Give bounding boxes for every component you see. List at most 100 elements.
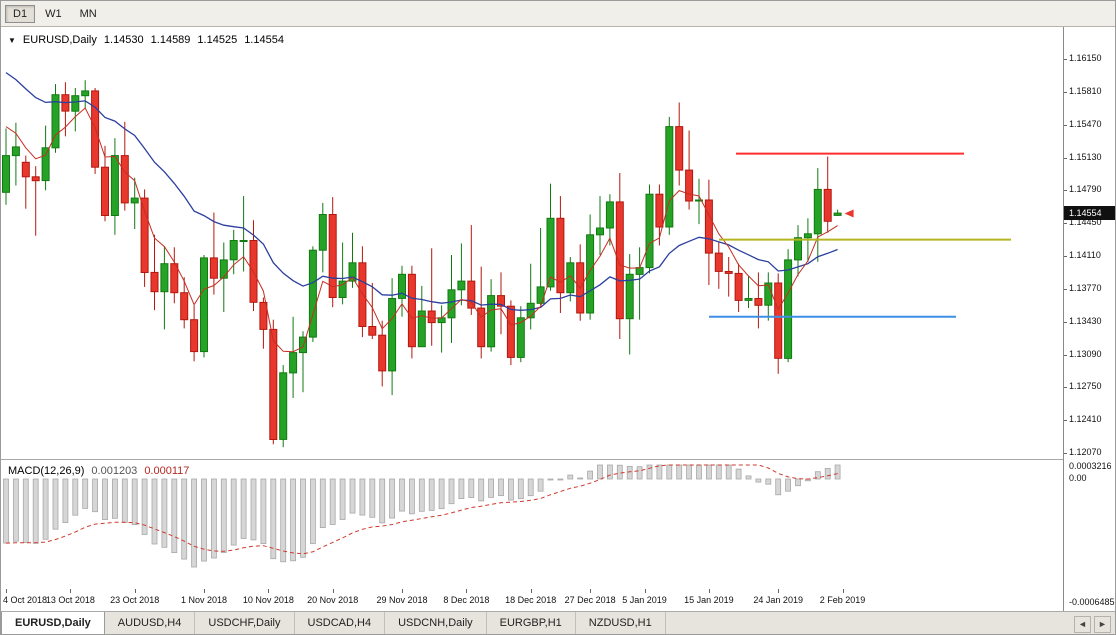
macd-bar [438, 478, 445, 510]
macd-bar [478, 478, 485, 502]
macd-bar [448, 478, 455, 505]
symbol-dropdown-icon[interactable]: ▼ [8, 35, 16, 45]
price-axis-label: 1.14450 [1069, 217, 1102, 228]
macd-bar [458, 478, 465, 500]
macd-bar [577, 477, 584, 480]
macd-bar [507, 478, 514, 501]
macd-bar [775, 478, 782, 496]
chart-tab-nzdusd-h1[interactable]: NZDUSD,H1 [576, 612, 666, 634]
chart-tab-eurusd-daily[interactable]: EURUSD,Daily [1, 612, 105, 634]
time-axis-label: 27 Dec 2018 [564, 595, 616, 605]
macd-bar [537, 478, 544, 492]
panel-splitter[interactable] [1, 459, 1063, 462]
price-axis-label: 1.12410 [1069, 414, 1102, 425]
candle-body [407, 273, 416, 348]
candle-body [31, 176, 40, 182]
candle-body [734, 272, 743, 301]
candle-body [625, 273, 634, 320]
candle-body [823, 188, 832, 222]
macd-bar [260, 478, 267, 544]
candle-body [71, 95, 80, 112]
time-axis-label: 5 Jan 2019 [622, 595, 667, 605]
macd-bar [814, 471, 821, 480]
ohlc-close-value: 1.14554 [244, 34, 284, 46]
price-axis-label: 1.16150 [1069, 53, 1102, 63]
macd-bar [270, 478, 277, 560]
candle-body [338, 280, 347, 299]
candle-body [813, 188, 822, 235]
candle-body [427, 310, 436, 324]
macd-bar [191, 478, 198, 568]
candles [2, 80, 842, 448]
time-axis[interactable]: 4 Oct 2018 13 Oct 2018 23 Oct 2018 1 Nov 20… [1, 589, 1063, 611]
candle-body [229, 240, 238, 261]
timeframe-button-d1[interactable]: D1 [5, 4, 36, 23]
macd-bar [418, 478, 425, 512]
time-axis-tick [530, 589, 532, 593]
price-axis-label: 1.14790 [1069, 184, 1102, 195]
candle-body [170, 263, 179, 294]
candle-body [586, 234, 595, 314]
candle-body [140, 197, 149, 274]
macd-canvas[interactable] [1, 462, 1063, 589]
macd-bar [706, 464, 712, 480]
candle-body [803, 233, 812, 239]
tab-scroll-right-button[interactable]: ► [1094, 615, 1111, 633]
macd-bar [92, 478, 98, 513]
chart-tab-audusd-h4[interactable]: AUDUSD,H4 [105, 612, 196, 634]
candle-body [556, 217, 565, 294]
time-axis-label: 20 Nov 2018 [307, 595, 359, 605]
time-axis-tick [70, 589, 72, 593]
candle-body [516, 317, 525, 358]
macd-bar [587, 470, 593, 480]
candle-body [259, 301, 268, 330]
timeframe-toolbar: D1 W1 MN [1, 1, 1115, 27]
macd-axis-label: 0.0003216 [1069, 461, 1112, 471]
macd-header: MACD(12,26,9) 0.001203 0.000117 [8, 465, 189, 477]
macd-bar [646, 464, 653, 480]
price-axis[interactable]: 1.16150 1.15810 1.15470 1.15130 1.14790 1.144… [1064, 27, 1115, 611]
macd-panel[interactable]: MACD(12,26,9) 0.001203 0.000117 [1, 462, 1063, 589]
candle-body [378, 334, 387, 372]
time-axis-label: 1 Nov 2018 [180, 595, 228, 605]
chart-tab-eurgbp-h1[interactable]: EURGBP,H1 [487, 612, 576, 634]
macd-bar [42, 478, 49, 540]
chart-tab-usdchf-daily[interactable]: USDCHF,Daily [195, 612, 295, 634]
macd-bar [527, 478, 534, 497]
price-chart[interactable]: ▼ EURUSD,Daily 1.14530 1.14589 1.14525 1… [1, 27, 1063, 459]
macd-bar [52, 478, 59, 530]
macd-bar [557, 478, 564, 481]
candlestick-canvas[interactable] [1, 27, 1063, 459]
time-axis-label: 18 Dec 2018 [505, 595, 557, 605]
macd-bar [399, 478, 405, 512]
candle-body [596, 227, 604, 236]
macd-bar [834, 464, 841, 480]
candle-body [714, 252, 723, 272]
macd-bar [62, 478, 69, 523]
candle-body [398, 273, 406, 299]
price-axis-label: 1.15810 [1069, 85, 1102, 96]
macd-bar [389, 478, 396, 519]
macd-bar [319, 478, 326, 528]
candle-body [388, 298, 397, 372]
chart-tabs: EURUSD,Daily AUDUSD,H4 USDCHF,Daily USDCAD,… [1, 612, 666, 634]
time-axis-tick [708, 589, 710, 593]
timeframe-button-mn[interactable]: MN [72, 5, 105, 23]
chart-tab-usdcnh-daily[interactable]: USDCNH,Daily [385, 612, 487, 634]
ohlc-low-value: 1.14525 [197, 34, 238, 46]
candle-body [645, 193, 654, 269]
candle-body [665, 126, 674, 228]
candle-body [150, 271, 159, 293]
price-axis-tick [1064, 124, 1067, 126]
time-axis-label: 23 Oct 2018 [110, 595, 160, 605]
price-axis-tick [1064, 59, 1067, 60]
chart-tab-usdcad-h4[interactable]: USDCAD,H4 [295, 612, 386, 634]
time-axis-label: 10 Nov 2018 [242, 595, 294, 605]
candle-body [546, 217, 555, 288]
candle-body [526, 302, 535, 319]
candle-body [41, 147, 50, 182]
time-axis-tick [204, 589, 205, 593]
timeframe-button-w1[interactable]: W1 [37, 5, 70, 23]
tab-scroll-left-button[interactable]: ◄ [1074, 615, 1091, 633]
